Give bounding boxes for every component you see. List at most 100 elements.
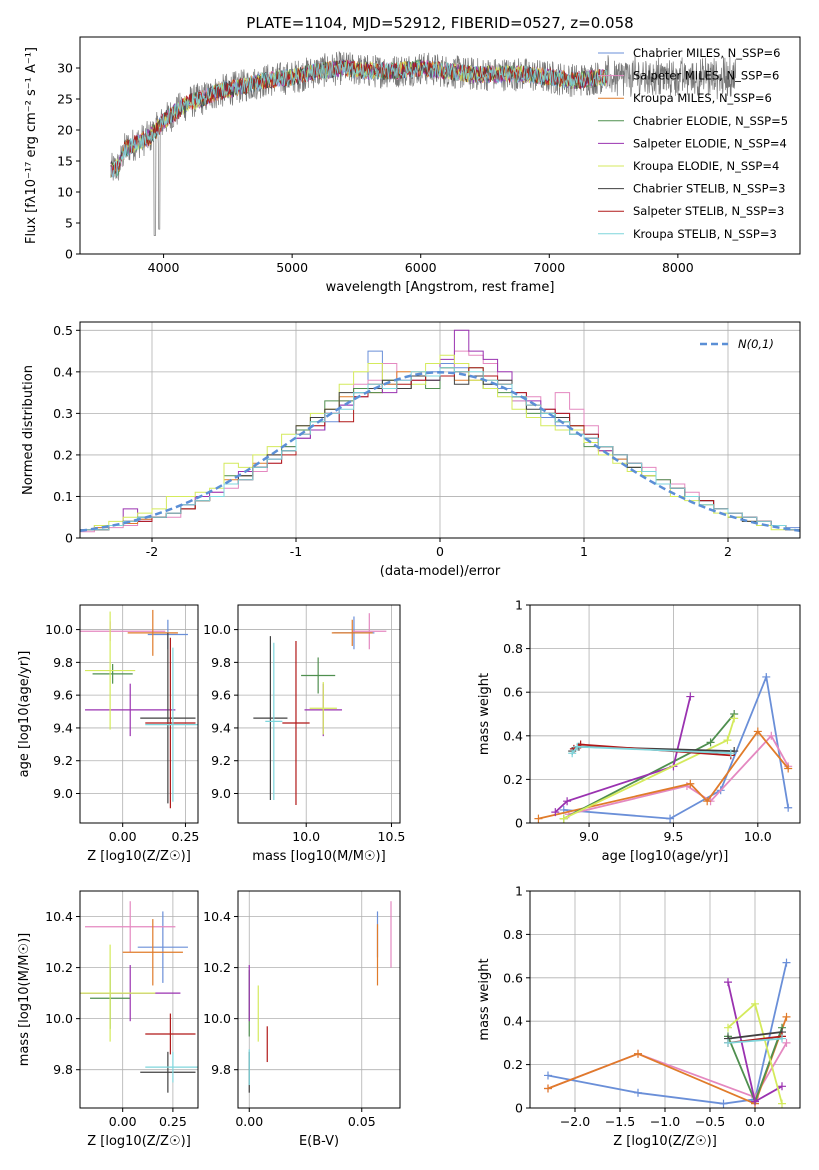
grid-lines xyxy=(80,605,198,823)
weight-marker xyxy=(782,1012,791,1021)
x-tick-label: -1 xyxy=(290,544,302,559)
x-tick-label: 0 xyxy=(436,544,444,559)
errorbar-point-chabrier-stelib xyxy=(140,1051,196,1093)
axes-frame xyxy=(79,36,801,255)
y-tick-label: 9.8 xyxy=(53,655,73,670)
model-spectrum-kroupa-stelib xyxy=(110,60,608,178)
x-tick-label: 8000 xyxy=(662,260,694,275)
legend-label-salpeter-elodie: Salpeter ELODIE, N_SSP=4 xyxy=(633,136,787,150)
weight-marker xyxy=(778,1099,786,1108)
y-tick-label: 0.2 xyxy=(53,447,73,462)
errorbar-point-salpeter-miles xyxy=(352,613,387,650)
y-tick-label: 10.0 xyxy=(203,622,231,637)
y-tick-label: 10.4 xyxy=(45,909,73,924)
y-tick-label: 9.2 xyxy=(211,753,231,768)
x-tick-label: 10.5 xyxy=(378,829,406,844)
axes-frame xyxy=(529,604,801,824)
weight-marker xyxy=(634,1049,642,1058)
y-tick-label: 9.4 xyxy=(211,720,231,735)
figure-title: PLATE=1104, MJD=52912, FIBERID=0527, z=0… xyxy=(246,14,633,32)
x-axis-label: (data-model)/error xyxy=(380,564,501,579)
plot-area xyxy=(534,672,793,823)
weight-marker xyxy=(782,958,791,967)
weight-vs-metallicity-panel: −2.0 −1.5 −1.0 −0.5 0.0 0 0.2 0.4 0.6 0.8 1 Z [log1… xyxy=(477,884,801,1149)
mass-vs-extinction-panel: 0.00 0.05 9.8 10.0 10.2 10.4 E(B-V) xyxy=(203,890,401,1149)
y-tick-label: 30 xyxy=(57,61,73,76)
weight-marker xyxy=(782,1038,791,1047)
weight-marker xyxy=(719,1099,728,1108)
weight-marker xyxy=(723,736,732,745)
y-tick-label: 9.8 xyxy=(211,655,231,670)
plot-area xyxy=(544,958,791,1108)
axes-frame xyxy=(237,604,401,824)
plot-area xyxy=(80,609,198,809)
y-tick-label: 0.6 xyxy=(503,685,523,700)
y-axis-label: mass weight xyxy=(477,673,492,755)
weight-marker xyxy=(762,672,771,681)
y-axis-label: mass weight xyxy=(477,958,492,1040)
grid-lines xyxy=(530,890,800,1109)
x-axis-label: Z [log10(Z/Z☉)] xyxy=(87,1134,191,1149)
y-tick-label: 0 xyxy=(65,531,73,546)
y-tick-label: 0.1 xyxy=(53,489,73,504)
y-axis-label: mass [log10(M/M☉)] xyxy=(17,933,32,1066)
weight-marker xyxy=(534,814,543,823)
legend-label-chabrier-miles: Chabrier MILES, N_SSP=6 xyxy=(633,46,780,60)
weight-marker xyxy=(544,1084,552,1093)
y-tick-label: 0.2 xyxy=(503,772,523,787)
grid-lines xyxy=(238,891,400,1108)
weight-marker xyxy=(753,727,762,736)
errorbar-point-kroupa-stelib xyxy=(145,647,198,802)
weight-marker xyxy=(544,1071,552,1080)
y-tick-label: 0.2 xyxy=(503,1057,523,1072)
x-tick-label: 9.0 xyxy=(579,829,599,844)
spectrum-legend: Chabrier MILES, N_SSP=6 Salpeter MILES, N… xyxy=(598,46,788,241)
plot-area xyxy=(80,901,198,1093)
weight-marker xyxy=(559,814,568,823)
x-tick-label: 0.0 xyxy=(745,1114,765,1129)
x-tick-label: 10.0 xyxy=(292,829,320,844)
y-tick-label: 0 xyxy=(515,1101,523,1116)
x-tick-label: 1 xyxy=(580,544,588,559)
grid-lines xyxy=(80,891,198,1108)
age-vs-mass-panel: 10.0 10.5 9.0 9.2 9.4 9.6 9.8 10.0 mass [log10(M… xyxy=(203,604,406,864)
x-tick-label: −2.0 xyxy=(560,1114,590,1129)
weight-series-kroupa-miles xyxy=(534,727,793,823)
errorbar-point-kroupa-miles xyxy=(331,619,373,646)
x-tick-label: 4000 xyxy=(148,260,180,275)
y-tick-label: 0.4 xyxy=(503,1014,523,1029)
x-axis-label: age [log10(age/yr)] xyxy=(602,849,729,864)
y-axis-label: Normed distribution xyxy=(21,365,36,495)
legend-label-chabrier-stelib: Chabrier STELIB, N_SSP=3 xyxy=(633,182,785,196)
x-tick-label: 0.05 xyxy=(348,1114,376,1129)
y-tick-label: 10 xyxy=(57,185,73,200)
y-tick-label: 10.0 xyxy=(45,622,73,637)
x-tick-label: 9.5 xyxy=(663,829,683,844)
errorbar-point-salpeter-elodie xyxy=(85,683,176,737)
weight-line xyxy=(727,1037,783,1044)
weight-marker xyxy=(568,749,577,758)
x-tick-label: 0.00 xyxy=(109,1114,137,1129)
weight-series-chabrier-stelib xyxy=(724,1028,786,1043)
x-tick-label: 2 xyxy=(724,544,732,559)
weight-line xyxy=(554,696,692,813)
weight-marker xyxy=(551,808,560,817)
y-tick-label: 9.0 xyxy=(211,786,231,801)
weight-marker xyxy=(686,779,695,788)
weight-marker xyxy=(751,999,759,1008)
y-tick-label: 5 xyxy=(65,216,73,231)
weight-series-kroupa-elodie xyxy=(559,714,739,823)
errorbar-point-salpeter-stelib xyxy=(145,637,196,809)
y-tick-label: 0.8 xyxy=(503,927,523,942)
x-axis-label: Z [log10(Z/Z☉)] xyxy=(87,849,191,864)
x-tick-label: 5000 xyxy=(276,260,308,275)
weight-marker xyxy=(778,1034,786,1043)
legend-label-salpeter-miles: Salpeter MILES, N_SSP=6 xyxy=(633,69,779,83)
weight-vs-age-panel: 9.0 9.5 10.0 0 0.2 0.4 0.6 0.8 1 age [log10(age/y… xyxy=(477,598,801,864)
weight-marker xyxy=(563,797,572,806)
errorbar-point-kroupa-miles xyxy=(122,919,183,986)
x-axis-label: mass [log10(M/M☉)] xyxy=(252,849,385,864)
x-tick-label: −0.5 xyxy=(695,1114,725,1129)
y-tick-label: 10.4 xyxy=(203,909,231,924)
